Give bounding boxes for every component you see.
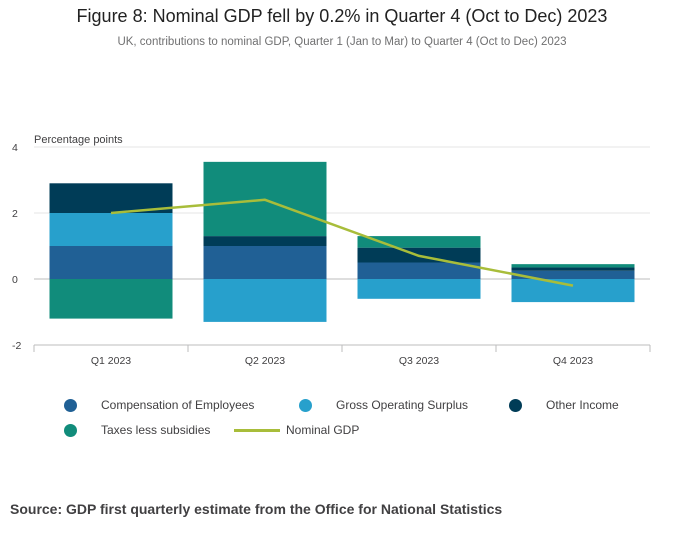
chart-area: Percentage points 4 2 0 -2 Q1 2023 Q2 2023 Q3… [12, 134, 651, 367]
y-tick-label: 2 [12, 208, 18, 220]
legend-label: Gross Operating Surplus [336, 398, 469, 412]
chart-title: Figure 8: Nominal GDP fell by 0.2% in Qu… [76, 6, 608, 26]
bar-taxes-less-subsidies [511, 264, 635, 268]
legend-item-taxes-less-subsidies: Taxes less subsidies [64, 423, 210, 437]
bar-other-income [203, 236, 327, 246]
legend-item-compensation-of-employees: Compensation of Employees [64, 398, 254, 412]
bar-gross-operating-surplus [357, 279, 481, 299]
legend-label: Other Income [546, 398, 619, 412]
legend-dot-swatch [509, 398, 522, 412]
x-tick-label: Q1 2023 [91, 355, 131, 367]
legend-dot-swatch [64, 423, 77, 437]
line-nominal-gdp [110, 198, 574, 287]
bar-compensation-of-employees [511, 270, 635, 279]
legend-dot-swatch [299, 398, 312, 412]
bar-taxes-less-subsidies [357, 236, 481, 248]
legend-line-swatch [234, 428, 280, 432]
y-tick-label: 0 [12, 274, 18, 286]
x-tick-label: Q2 2023 [245, 355, 285, 367]
bar-other-income [49, 183, 173, 213]
y-tick-label: 4 [12, 142, 18, 154]
source-note: Source: GDP first quarterly estimate fro… [10, 501, 503, 517]
legend-dot-swatch [64, 398, 77, 412]
bar-compensation-of-employees [203, 246, 327, 279]
legend-label: Taxes less subsidies [101, 423, 211, 437]
chart-subtitle: UK, contributions to nominal GDP, Quarte… [117, 36, 567, 48]
x-tick-label: Q4 2023 [553, 355, 593, 367]
legend-item-other-income: Other Income [509, 398, 619, 412]
bar-gross-operating-surplus [511, 279, 635, 303]
legend-item-nominal-gdp: Nominal GDP [234, 423, 359, 437]
bar-compensation-of-employees [49, 246, 173, 279]
x-tick-label: Q3 2023 [399, 355, 439, 367]
legend-item-gross-operating-surplus: Gross Operating Surplus [299, 398, 468, 412]
bar-taxes-less-subsidies [49, 279, 173, 319]
legend-label: Nominal GDP [286, 423, 360, 437]
y-tick-label: -2 [12, 340, 21, 352]
bar-gross-operating-surplus [203, 279, 327, 322]
y-axis-label: Percentage points [34, 134, 123, 146]
bar-compensation-of-employees [357, 262, 481, 279]
legend-label: Compensation of Employees [101, 398, 255, 412]
bar-gross-operating-surplus [49, 213, 173, 246]
bar-other-income [511, 267, 635, 271]
